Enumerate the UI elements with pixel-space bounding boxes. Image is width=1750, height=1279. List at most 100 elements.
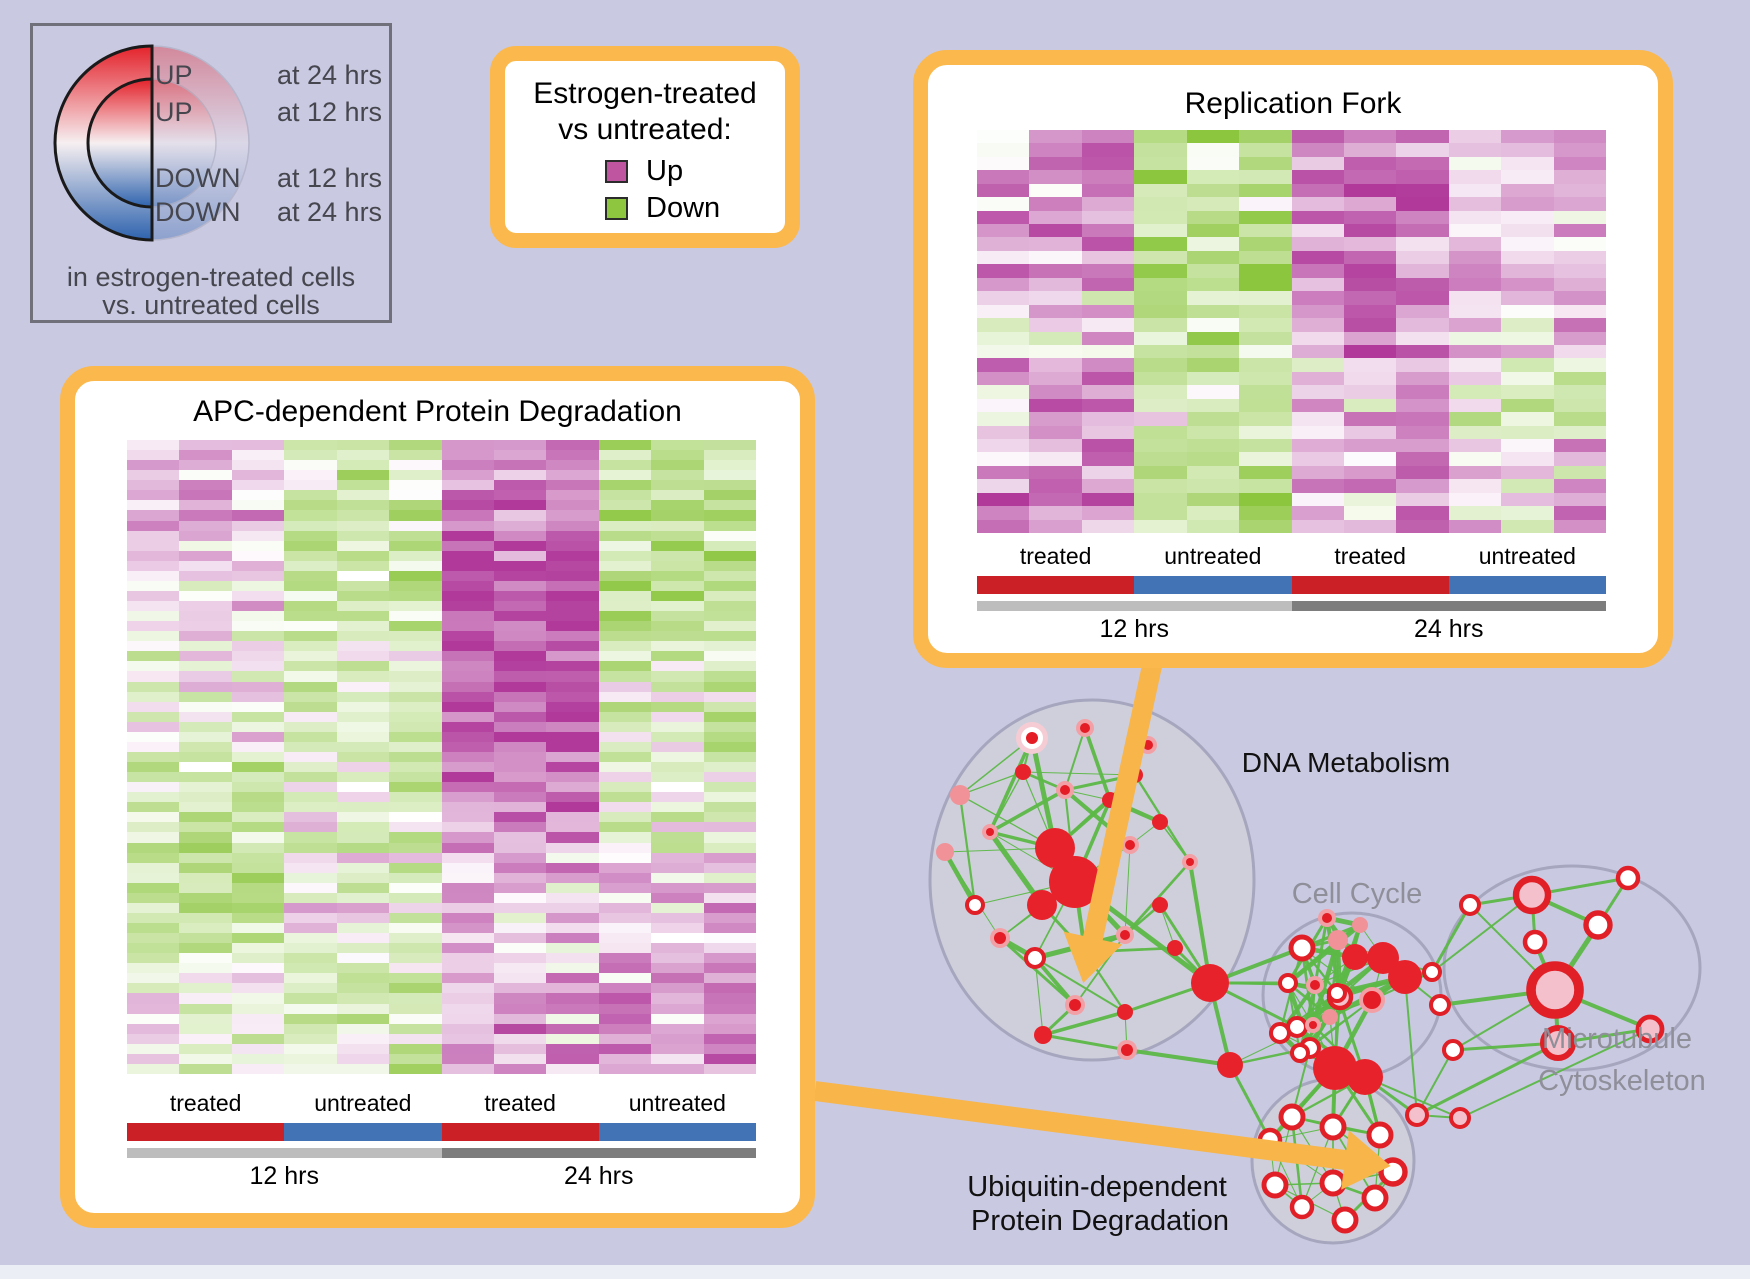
- heatmap-cell: [493, 782, 547, 793]
- heatmap-cell: [1291, 438, 1344, 453]
- heatmap-cell: [179, 832, 232, 843]
- heatmap-cell: [127, 993, 180, 1004]
- heatmap-cell: [441, 953, 494, 964]
- heatmap-cell: [336, 751, 390, 763]
- heatmap-cell: [1553, 156, 1606, 171]
- heatmap-cell: [231, 681, 285, 692]
- heatmap-cell: [651, 892, 704, 903]
- condition-bar-segment: [1134, 576, 1292, 594]
- heatmap-cell: [389, 651, 442, 662]
- network-edge: [989, 788, 1066, 834]
- heatmap-cell: [127, 792, 180, 803]
- cluster-label-ub-line1: Ubiquitin-dependent: [967, 1171, 1227, 1203]
- heatmap-cell: [1448, 519, 1502, 533]
- heatmap-cell: [598, 490, 652, 501]
- heatmap-cell: [651, 772, 704, 783]
- heatmap-cell: [1134, 156, 1187, 171]
- heatmap-cell: [598, 912, 652, 924]
- heatmap-cell: [441, 711, 494, 722]
- heatmap-cell: [703, 590, 756, 602]
- heatmap-cell: [231, 912, 285, 924]
- heatmap-cell: [493, 1063, 547, 1074]
- condition-bar-segment: [127, 1123, 285, 1141]
- heatmap-cell: [1291, 183, 1344, 198]
- heatmap-cell: [284, 802, 337, 813]
- heatmap-cell: [1186, 183, 1240, 198]
- heatmap-cell: [389, 570, 442, 581]
- heatmap-cell: [1501, 331, 1554, 345]
- heatmap-cell: [651, 711, 704, 722]
- heatmap-cell: [389, 520, 442, 531]
- heatmap-cell: [1081, 291, 1135, 305]
- heatmap-cell: [598, 440, 652, 451]
- heatmap-cell: [977, 183, 1030, 198]
- heatmap-cell: [284, 822, 337, 833]
- heatmap-cell: [179, 711, 232, 722]
- heatmap-cell: [127, 852, 180, 863]
- heatmap-cell: [1291, 519, 1344, 533]
- heatmap-cell: [1081, 412, 1135, 426]
- network-node-solid: [1117, 1004, 1133, 1020]
- network-node-solid: [1015, 764, 1031, 780]
- heatmap-cell: [284, 892, 337, 903]
- heatmap-cell: [336, 540, 390, 551]
- heatmap-cell: [703, 812, 756, 823]
- heatmap-cell: [546, 470, 599, 481]
- network-edge: [1042, 1033, 1128, 1052]
- heatmap-cell: [651, 963, 704, 974]
- heatmap-cell: [284, 530, 337, 541]
- heatmap-cell: [231, 762, 285, 773]
- heatmap-cell: [1081, 398, 1135, 413]
- heatmap-cell: [231, 842, 285, 853]
- heatmap-cell: [179, 530, 232, 541]
- heatmap-cell: [493, 641, 547, 652]
- heatmap-cell: [127, 902, 180, 913]
- heatmap-cell: [1396, 264, 1449, 278]
- heatmap-cell: [284, 933, 337, 944]
- heatmap-cell: [1186, 264, 1240, 278]
- heatmap-cell: [179, 550, 232, 561]
- heatmap-cell: [441, 993, 494, 1004]
- heatmap-cell: [441, 651, 494, 662]
- heatmap-cell: [1029, 170, 1082, 184]
- heatmap-cell: [546, 590, 599, 602]
- heatmap-cell: [1081, 170, 1135, 184]
- heatmap-cell: [703, 923, 756, 934]
- heatmap-cell: [441, 540, 494, 551]
- heatmap-cell: [1448, 170, 1502, 184]
- heatmap-cell: [1396, 224, 1449, 238]
- heatmap-cell: [231, 611, 285, 622]
- heatmap-cell: [651, 953, 704, 964]
- heatmap-cell: [179, 480, 232, 491]
- heatmap-cell: [231, 550, 285, 561]
- heatmap-cell: [284, 621, 337, 632]
- heatmap-cell: [1448, 465, 1502, 480]
- heatmap-cell: [336, 570, 390, 581]
- heatmap-cell: [546, 751, 599, 763]
- network-node-white-center: [1023, 946, 1047, 970]
- heatmap-cell: [703, 611, 756, 622]
- heatmap-cell: [1134, 197, 1187, 211]
- heatmap-cell: [598, 520, 652, 531]
- heatmap-cell: [284, 842, 337, 853]
- heatmap-cell: [284, 480, 337, 491]
- heatmap-cell: [493, 510, 547, 521]
- heatmap-cell: [336, 681, 390, 692]
- network-node-bullseye-center: [1309, 1021, 1317, 1029]
- heatmap-cell: [389, 892, 442, 903]
- heatmap-cell: [493, 490, 547, 501]
- heatmap-cell: [284, 570, 337, 581]
- heatmap-cell: [1029, 130, 1082, 144]
- network-edge: [1022, 771, 1136, 776]
- heatmap-cell: [284, 550, 337, 561]
- heatmap-cell: [493, 631, 547, 642]
- heatmap-cell: [546, 1013, 599, 1024]
- heatmap-cell: [1081, 156, 1135, 171]
- network-node-bullseye-center: [1310, 980, 1320, 990]
- heatmap-cell: [703, 963, 756, 974]
- heatmap-cell: [389, 711, 442, 722]
- heatmap-cell: [651, 530, 704, 541]
- heatmap-cell: [441, 641, 494, 652]
- heatmap-cell: [493, 993, 547, 1004]
- heatmap-cell: [546, 540, 599, 551]
